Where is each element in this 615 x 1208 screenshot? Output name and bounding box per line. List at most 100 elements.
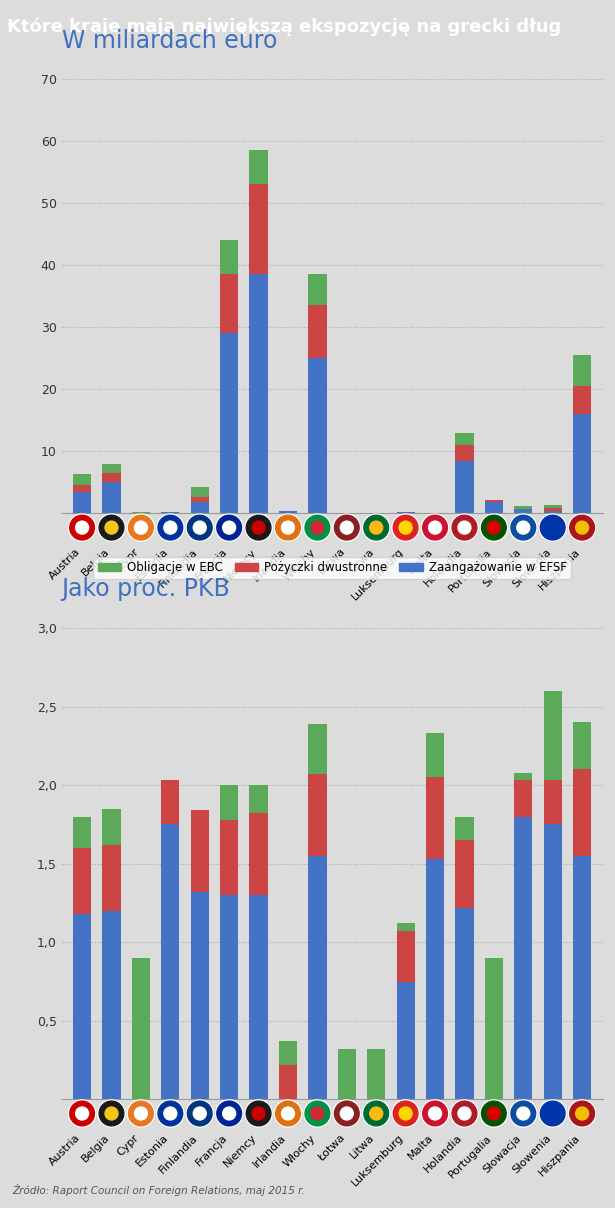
Ellipse shape (105, 521, 118, 534)
Bar (573, 355, 591, 387)
Ellipse shape (482, 1102, 506, 1126)
Ellipse shape (282, 521, 295, 534)
Ellipse shape (276, 516, 300, 540)
Bar (161, 825, 180, 1099)
Ellipse shape (311, 521, 324, 534)
Ellipse shape (546, 1107, 559, 1120)
Bar (514, 506, 533, 510)
Bar (250, 274, 268, 513)
Bar (573, 414, 591, 513)
Ellipse shape (99, 1102, 124, 1126)
Ellipse shape (370, 521, 383, 534)
Ellipse shape (488, 521, 501, 534)
Ellipse shape (569, 516, 595, 540)
Ellipse shape (217, 1102, 242, 1126)
Ellipse shape (333, 1100, 360, 1127)
Bar (308, 855, 327, 1099)
Ellipse shape (129, 1102, 153, 1126)
Ellipse shape (511, 1102, 536, 1126)
Ellipse shape (311, 1107, 324, 1120)
Ellipse shape (158, 516, 183, 540)
Bar (308, 358, 327, 513)
Bar (73, 475, 91, 486)
Ellipse shape (480, 515, 507, 541)
Ellipse shape (246, 1102, 271, 1126)
Ellipse shape (158, 1102, 183, 1126)
Ellipse shape (333, 515, 360, 541)
Bar (102, 474, 121, 482)
Ellipse shape (340, 1107, 353, 1120)
Ellipse shape (517, 521, 530, 534)
Bar (485, 958, 503, 1099)
Bar (397, 923, 415, 931)
Ellipse shape (541, 516, 565, 540)
Ellipse shape (193, 521, 206, 534)
Bar (250, 813, 268, 895)
Bar (308, 774, 327, 855)
Ellipse shape (69, 1102, 95, 1126)
Bar (220, 274, 238, 333)
Bar (573, 855, 591, 1099)
Ellipse shape (76, 1107, 89, 1120)
Bar (338, 1049, 356, 1099)
Bar (250, 184, 268, 274)
Ellipse shape (488, 1107, 501, 1120)
Ellipse shape (429, 521, 442, 534)
Ellipse shape (216, 1100, 243, 1127)
Bar (308, 274, 327, 306)
Ellipse shape (193, 1107, 206, 1120)
Ellipse shape (458, 1107, 471, 1120)
Bar (132, 958, 150, 1099)
Bar (191, 487, 209, 498)
Bar (279, 1064, 297, 1099)
Bar (573, 722, 591, 769)
Ellipse shape (135, 1107, 148, 1120)
Ellipse shape (423, 516, 447, 540)
Bar (191, 811, 209, 892)
Ellipse shape (223, 521, 236, 534)
Ellipse shape (421, 515, 448, 541)
Text: Źródło: Raport Council on Foreign Relations, maj 2015 r.: Źródło: Raport Council on Foreign Relati… (12, 1184, 305, 1196)
Bar (279, 1041, 297, 1064)
Bar (485, 500, 503, 503)
Ellipse shape (135, 521, 148, 534)
Ellipse shape (76, 521, 89, 534)
Ellipse shape (393, 1102, 418, 1126)
Bar (102, 809, 121, 844)
Bar (73, 817, 91, 848)
Ellipse shape (98, 1100, 125, 1127)
Bar (455, 432, 474, 445)
Bar (514, 510, 533, 513)
Ellipse shape (188, 516, 212, 540)
Ellipse shape (569, 515, 596, 541)
Ellipse shape (99, 516, 124, 540)
Ellipse shape (452, 516, 477, 540)
Legend: Obligacje w EBC, Pożyczki dwustronne, Zaangażowanie w EFSF: Obligacje w EBC, Pożyczki dwustronne, Za… (93, 557, 571, 579)
Ellipse shape (541, 1102, 565, 1126)
Bar (220, 820, 238, 895)
Bar (544, 780, 562, 825)
Ellipse shape (157, 1100, 184, 1127)
Ellipse shape (482, 516, 506, 540)
Bar (102, 464, 121, 474)
Ellipse shape (217, 516, 242, 540)
Ellipse shape (252, 521, 265, 534)
Bar (73, 486, 91, 492)
Ellipse shape (335, 1102, 359, 1126)
Ellipse shape (129, 516, 153, 540)
Ellipse shape (576, 521, 589, 534)
Ellipse shape (105, 1107, 118, 1120)
Bar (191, 498, 209, 503)
Ellipse shape (186, 1100, 213, 1127)
Ellipse shape (340, 521, 353, 534)
Ellipse shape (68, 515, 95, 541)
Bar (73, 914, 91, 1099)
Bar (544, 505, 562, 509)
Ellipse shape (510, 1100, 537, 1127)
Ellipse shape (393, 516, 418, 540)
Ellipse shape (539, 1100, 566, 1127)
Bar (73, 848, 91, 914)
Ellipse shape (576, 1107, 589, 1120)
Ellipse shape (69, 516, 95, 540)
Ellipse shape (458, 521, 471, 534)
